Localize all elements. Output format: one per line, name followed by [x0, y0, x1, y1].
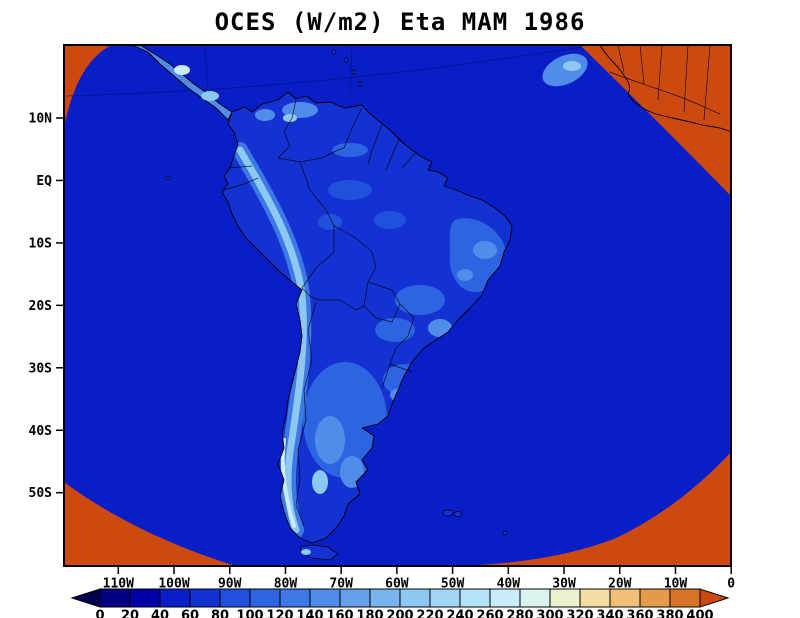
- lon-tick-label: 90W: [218, 577, 242, 592]
- lon-tick-label: 20W: [608, 577, 632, 592]
- plot-title: OCES (W/m2) Eta MAM 1986: [214, 8, 586, 36]
- caribbean-islands: [331, 49, 363, 87]
- colorbar-tick-label: 380: [656, 609, 683, 618]
- colorbar-tick-label: 220: [416, 609, 443, 618]
- lon-tick-label: 80W: [274, 577, 298, 592]
- colorbar-segment: [129, 588, 161, 608]
- colorbar-tick-label: 180: [356, 609, 383, 618]
- colorbar-tick-label: 300: [536, 609, 563, 618]
- colorbar-segment: [249, 588, 281, 608]
- colorbar-segment: [459, 588, 491, 608]
- central-america-light-patch: [174, 65, 190, 75]
- colorbar-tick-label: 280: [506, 609, 533, 618]
- colorbar-tick-label: 40: [151, 609, 169, 618]
- colorbar-tick-label: 360: [626, 609, 653, 618]
- lon-tick-label: 110W: [103, 577, 134, 592]
- colorbar-segment: [489, 588, 521, 608]
- galapagos-island: [165, 175, 171, 181]
- colorbar-tick-label: 200: [386, 609, 413, 618]
- lat-tick-label: 40S: [29, 424, 53, 439]
- lat-tick-label: 10S: [29, 236, 53, 251]
- lat-tick-label: EQ: [36, 174, 52, 189]
- colorbar-segment: [339, 588, 371, 608]
- colorbar-segment: [219, 588, 251, 608]
- lon-tick-label: 70W: [329, 577, 353, 592]
- colorbar-tick-label: 60: [181, 609, 199, 618]
- lat-tick-label: 10N: [29, 112, 53, 127]
- colorbar-tick-label: 140: [296, 609, 323, 618]
- country-borders: [223, 99, 417, 527]
- colorbar-tick-label: 400: [686, 609, 713, 618]
- central-america-light-patch: [201, 91, 219, 101]
- colorbar-segment: [639, 588, 671, 608]
- central-america: [131, 45, 233, 121]
- colorbar: 0 20 40 60 80 100 120 140 160 180 200 220 240 260 280 3…: [70, 588, 730, 618]
- tierra-del-fuego: [299, 544, 339, 561]
- lat-tick-label: 30S: [29, 361, 53, 376]
- colorbar-tick-label: 80: [211, 609, 229, 618]
- colorbar-segment: [279, 588, 311, 608]
- colorbar-tick-label: 20: [121, 609, 139, 618]
- lon-tick-label: 100W: [158, 577, 189, 592]
- colorbar-segment: [369, 588, 401, 608]
- lon-tick-label: 30W: [552, 577, 576, 592]
- colorbar-tick-label: 160: [326, 609, 353, 618]
- lon-tick-label: 60W: [385, 577, 409, 592]
- land-value-patches: [232, 102, 507, 538]
- africa-coast: [599, 45, 731, 133]
- colorbar-tick-label: 320: [566, 609, 593, 618]
- colorbar-tick-label: 100: [236, 609, 263, 618]
- lat-tick-label: 50S: [29, 486, 53, 501]
- colorbar-tick-label: 340: [596, 609, 623, 618]
- contour-line: [65, 46, 583, 97]
- colorbar-segment: [159, 588, 191, 608]
- colorbar-tick-label: 260: [476, 609, 503, 618]
- colorbar-segment: [549, 588, 581, 608]
- colorbar-segment: [519, 588, 551, 608]
- colorbar-segment: [429, 588, 461, 608]
- colorbar-segment: [579, 588, 611, 608]
- lat-tick-label: 20S: [29, 299, 53, 314]
- colorbar-tick-label: 120: [266, 609, 293, 618]
- longitude-axis: 110W 100W 90W 80W 70W 60W 50W 40W 30W 20W 10W 0: [103, 566, 735, 592]
- lon-tick-label: 10W: [664, 577, 688, 592]
- south-america-coastline: [221, 91, 513, 544]
- colorbar-segment: [669, 588, 701, 608]
- lon-tick-label: 0: [727, 577, 735, 592]
- lon-tick-label: 40W: [497, 577, 521, 592]
- colorbar-segment: [309, 588, 341, 608]
- colorbar-tick-label: 0: [95, 609, 104, 618]
- falkland-islands: [442, 509, 463, 517]
- south-georgia-island: [502, 530, 508, 536]
- colorbar-tick-label: 240: [446, 609, 473, 618]
- contour-line: [204, 45, 209, 89]
- lon-tick-label: 50W: [441, 577, 465, 592]
- colorbar-segment: [99, 588, 131, 608]
- colorbar-segment: [189, 588, 221, 608]
- colorbar-left-arrow: [70, 588, 101, 608]
- contour-line: [349, 45, 353, 93]
- latitude-axis: 10N EQ 10S 20S 30S 40S 50S: [29, 112, 64, 501]
- colorbar-right-arrow: [699, 588, 730, 608]
- colorbar-segment: [609, 588, 641, 608]
- colorbar-segment: [399, 588, 431, 608]
- near-africa-value-patch: [542, 53, 588, 87]
